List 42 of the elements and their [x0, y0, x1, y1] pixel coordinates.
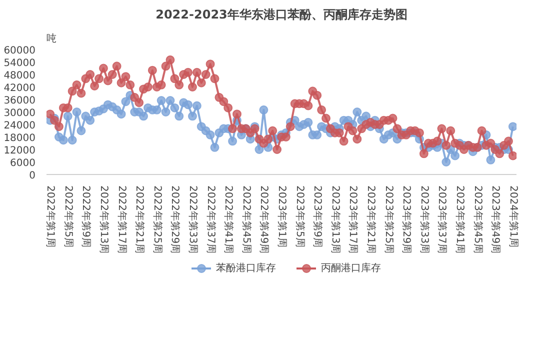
x-tick-label: 2023年第17周 [347, 186, 360, 254]
x-tick-label: 2023年第49周 [490, 186, 502, 254]
x-tick-label: 2022年第9周 [80, 186, 92, 248]
x-tick-label: 2022年第5周 [62, 186, 74, 248]
y-tick-label: 30000 [4, 108, 36, 119]
x-tick-label: 2022年第37周 [204, 186, 217, 254]
x-tick-label: 2023年第13周 [329, 186, 342, 254]
x-tick-label: 2023年第1周 [276, 186, 288, 248]
x-tick-label: 2024年第1周 [507, 186, 520, 248]
y-tick-label: 42000 [4, 83, 36, 94]
x-tick-label: 2022年第41周 [222, 186, 235, 254]
x-tick-label: 2022年第45周 [240, 186, 252, 254]
x-tick-label: 2022年第29周 [169, 186, 182, 254]
y-tick-label: 54000 [4, 58, 36, 69]
y-tick-label: 6000 [10, 158, 36, 169]
x-tick-label: 2023年第5周 [294, 186, 306, 248]
y-axis-title: 吨 [46, 32, 56, 44]
x-tick-label: 2022年第33周 [186, 186, 199, 254]
x-tick-label: 2023年第9周 [312, 186, 324, 248]
x-tick-label: 2022年第13周 [98, 186, 110, 254]
x-tick-label: 2023年第29周 [400, 186, 413, 254]
y-tick-label: 24000 [4, 120, 36, 132]
x-tick-label: 2023年第37周 [436, 186, 448, 254]
x-tick-label: 2023年第33周 [418, 186, 430, 254]
x-tick-label: 2023年第45周 [472, 186, 484, 254]
x-tick-label: 2023年第41周 [454, 186, 466, 254]
x-tick-label: 2022年第1周 [44, 186, 57, 248]
y-tick-label: 18000 [4, 133, 36, 144]
x-tick-label: 2022年第21周 [134, 186, 146, 254]
legend-label: 苯酚港口库存 [216, 262, 276, 275]
x-tick-label: 2022年第17周 [116, 186, 128, 254]
y-tick-label: 0 [29, 170, 36, 182]
x-tick-label: 2022年第25周 [151, 186, 164, 254]
x-tick-label: 2023年第25周 [382, 186, 395, 254]
x-tick-label: 2022年第49周 [258, 186, 270, 254]
y-tick-label: 48000 [4, 70, 36, 82]
legend-label: 丙酮港口库存 [321, 262, 381, 275]
x-tick-label: 2023年第21周 [365, 186, 378, 254]
y-tick-label: 12000 [4, 146, 36, 156]
y-tick-label: 36000 [4, 96, 36, 106]
chart-title: 2022-2023年华东港口苯酚、丙酮库存走势图 [156, 8, 408, 22]
y-tick-label: 60000 [4, 46, 36, 56]
